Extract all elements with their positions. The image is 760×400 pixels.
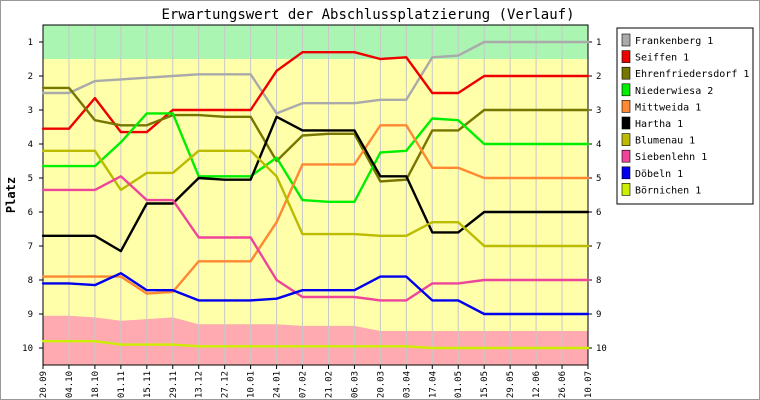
x-tick-label: 29.11 <box>169 371 179 398</box>
series-line-0 <box>41 40 590 115</box>
legend-box <box>616 27 754 205</box>
legend: Frankenberg 1 Seiffen 1 Ehrenfriedersdorf … <box>616 27 754 205</box>
legend-swatch <box>621 100 631 113</box>
series-line-8 <box>41 272 590 316</box>
x-tick-label: 01.05 <box>454 371 464 398</box>
x-tick-label: 06.03 <box>350 371 360 398</box>
zone-aufstieg <box>43 25 588 59</box>
zone-abstieg <box>43 315 588 365</box>
legend-swatch <box>621 33 631 47</box>
series-line-2 <box>41 86 590 183</box>
y-tick-label-left: 3 <box>28 106 33 116</box>
y-tick-label-right: 5 <box>596 174 601 184</box>
legend-swatch <box>621 66 631 80</box>
x-tick-label: 20.09 <box>39 371 49 398</box>
y-tick-label-right: 4 <box>596 140 601 150</box>
x-tick-label: 15.05 <box>480 371 490 398</box>
x-tick-label: 20.03 <box>376 371 386 398</box>
legend-swatch <box>621 133 631 146</box>
series-line-5 <box>41 115 590 253</box>
x-tick-label: 01.11 <box>117 371 127 398</box>
plot-background <box>43 25 588 365</box>
legend-swatch <box>621 83 631 97</box>
series-line-3 <box>41 112 590 204</box>
y-tick-label-left: 9 <box>28 310 33 320</box>
y-tick-label-right: 3 <box>596 106 601 116</box>
legend-swatch <box>621 183 631 196</box>
y-tick-label-left: 10 <box>22 344 33 354</box>
legend-label: Börnichen 1 <box>635 185 701 196</box>
x-tick-label: 10.07 <box>584 371 594 398</box>
x-tick-label: 13.12 <box>195 371 205 398</box>
x-tick-label: 18.10 <box>91 371 101 398</box>
series-line-9 <box>41 340 590 350</box>
x-tick-label: 12.06 <box>532 371 542 398</box>
legend-label: Siebenlehn 1 <box>635 152 707 163</box>
legend-swatch <box>621 166 631 180</box>
legend-swatch <box>621 50 631 63</box>
series-line-1 <box>41 51 590 134</box>
x-tick-label: 29.05 <box>506 371 516 398</box>
chart-title: Erwartungswert der Abschlussplatzierung … <box>161 7 574 23</box>
legend-label: Mittweida 1 <box>635 102 701 113</box>
plot-border <box>42 24 589 366</box>
legend-label: Hartha 1 <box>635 119 683 130</box>
x-tick-label: 15.11 <box>143 371 153 398</box>
y-tick-label-left: 4 <box>28 140 33 150</box>
x-tick-label: 07.02 <box>299 371 309 398</box>
legend-label: Niederwiesa 2 <box>635 86 713 97</box>
y-tick-label-right: 2 <box>596 72 601 82</box>
series-line-7 <box>41 175 590 302</box>
legend-label: Ehrenfriedersdorf 1 <box>635 69 749 80</box>
series-line-6 <box>41 149 590 248</box>
y-axis-label: Platz <box>4 177 18 213</box>
x-tick-label: 27.12 <box>221 371 231 398</box>
legend-label: Frankenberg 1 <box>635 36 713 47</box>
y-tick-label-left: 7 <box>28 242 33 252</box>
legend-swatch <box>621 149 631 163</box>
y-tick-label-left: 6 <box>28 208 33 218</box>
y-tick-label-left: 1 <box>28 38 33 48</box>
y-tick-label-right: 8 <box>596 276 601 286</box>
y-tick-label-left: 8 <box>28 276 33 286</box>
x-tick-label: 26.06 <box>558 371 568 398</box>
y-tick-label-right: 9 <box>596 310 601 320</box>
x-tick-label: 24.01 <box>273 371 283 398</box>
series-line-4 <box>41 124 590 295</box>
y-tick-label-right: 1 <box>596 38 601 48</box>
legend-label: Blumenau 1 <box>635 136 695 147</box>
y-tick-label-right: 10 <box>596 344 607 354</box>
y-tick-label-left: 5 <box>28 174 33 184</box>
x-tick-label: 03.04 <box>402 371 412 398</box>
plot-area: 20.09 04.10 18.10 01.11 15.11 29.11 13.12 27.12… <box>22 24 607 398</box>
x-tick-label: 17.04 <box>428 371 438 398</box>
y-tick-label-left: 2 <box>28 72 33 82</box>
x-tick-label: 21.02 <box>324 371 334 398</box>
legend-label: Döbeln 1 <box>635 169 683 180</box>
y-tick-label-right: 7 <box>596 242 601 252</box>
x-tick-label: 10.01 <box>247 371 257 398</box>
x-tick-label: 04.10 <box>65 371 75 398</box>
y-tick-label-right: 6 <box>596 208 601 218</box>
legend-swatch <box>621 116 631 130</box>
legend-label: Seiffen 1 <box>635 53 689 64</box>
